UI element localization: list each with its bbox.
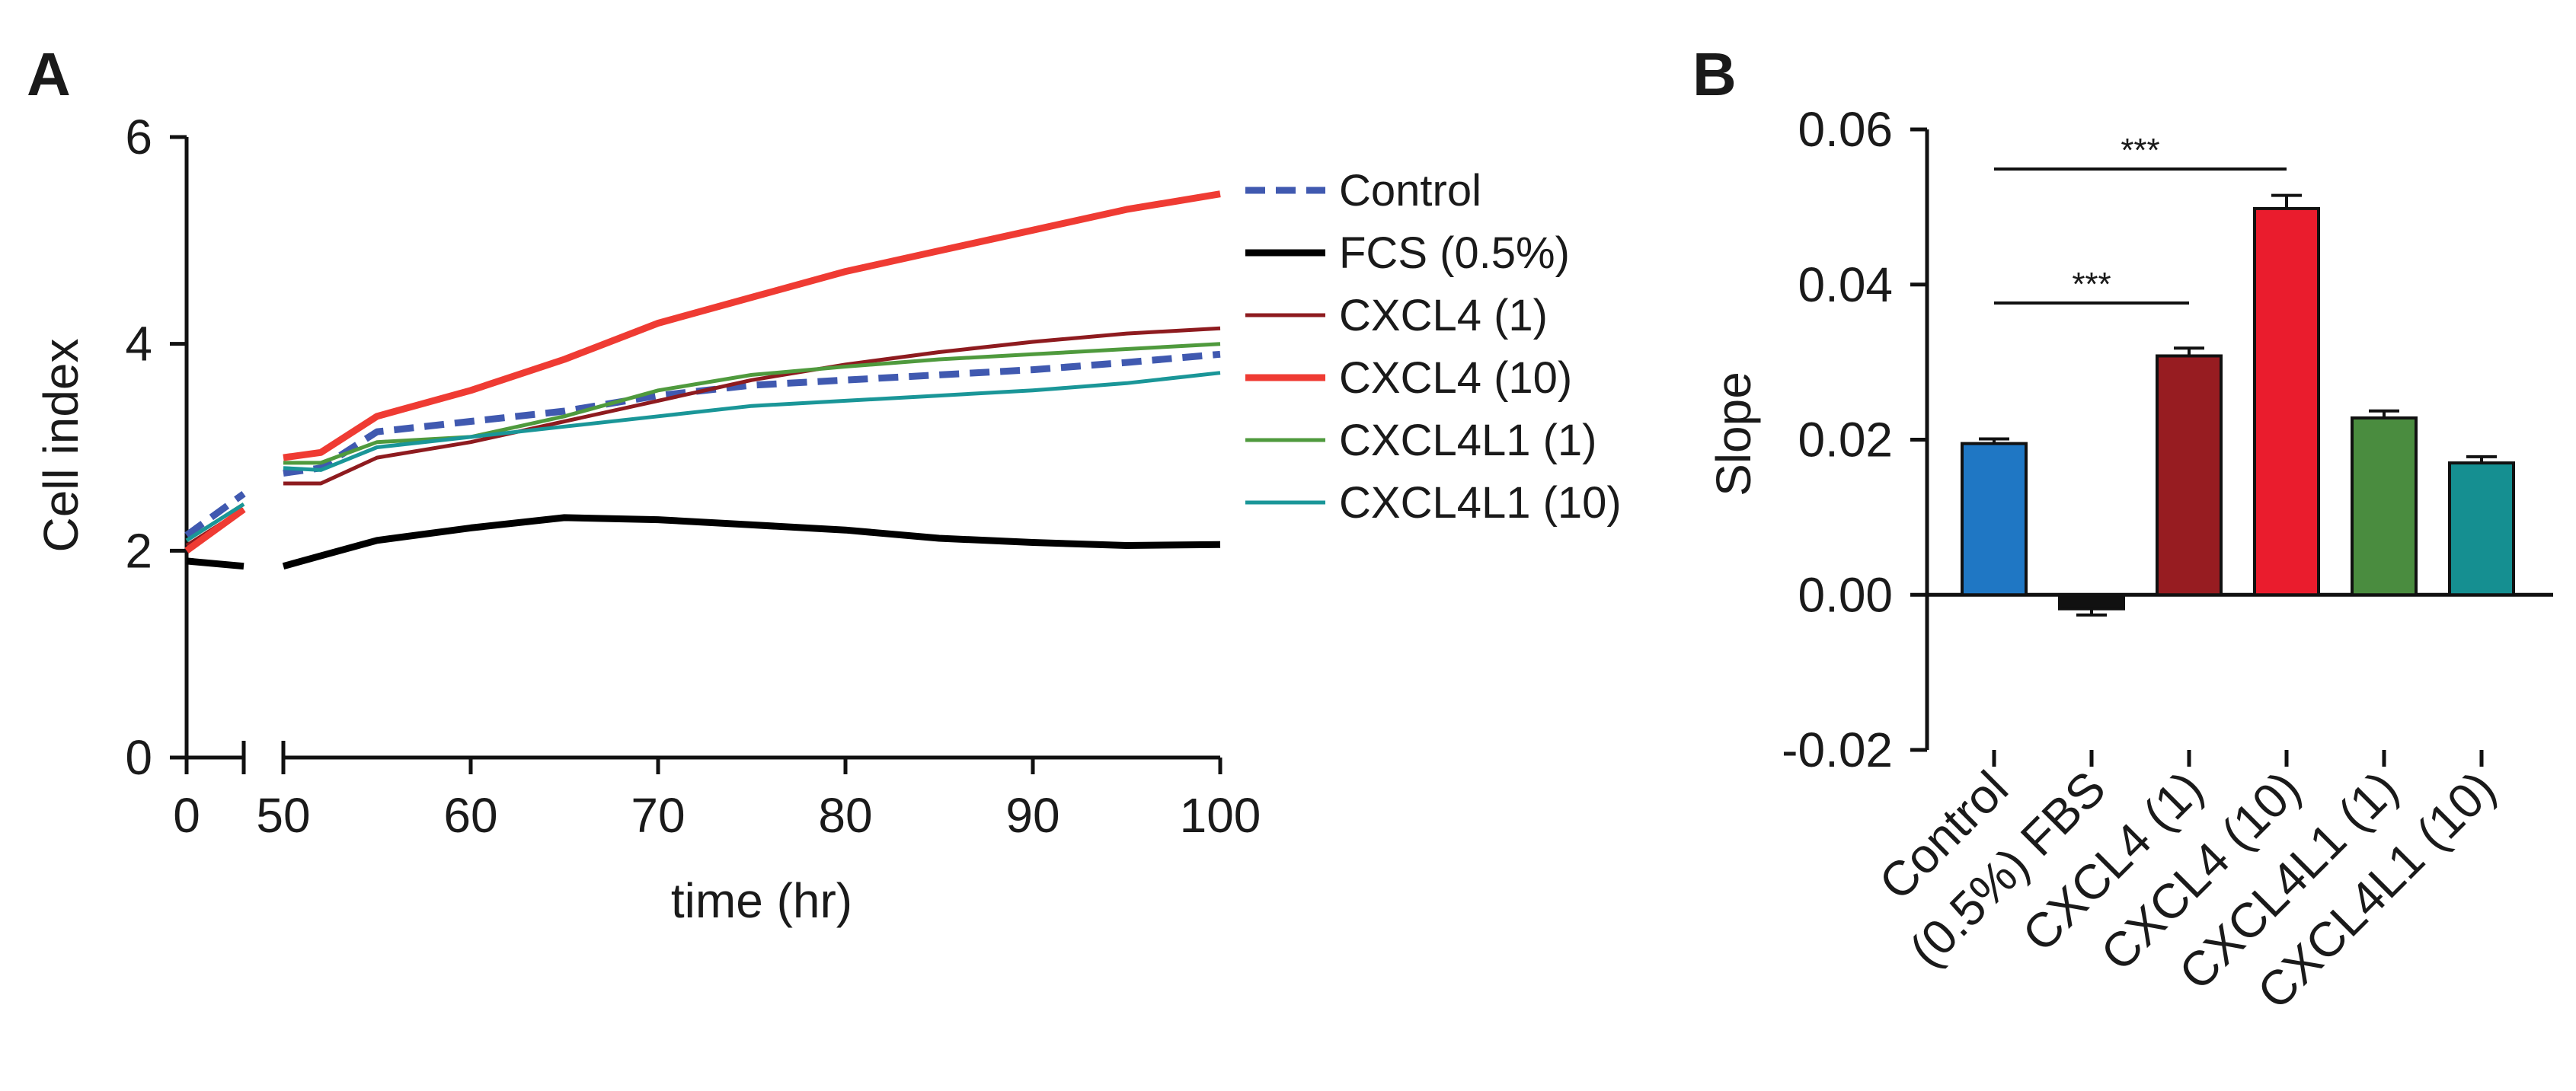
bar-chart-y-tick-label: -0.02 bbox=[1782, 723, 1893, 777]
legend-label: Control bbox=[1339, 166, 1481, 215]
bar-cxcl4l1-10 bbox=[2448, 461, 2515, 597]
legend-label: CXCL4L1 (1) bbox=[1339, 416, 1596, 465]
legend-label: FCS (0.5%) bbox=[1339, 228, 1570, 278]
bar-cxcl4-10 bbox=[2253, 206, 2320, 597]
series-line-control bbox=[184, 490, 246, 538]
bar-chart-panel: 0.06 0.04 0.02 0.00 -0.02 *** *** Control(0.5… bbox=[1706, 102, 2553, 1019]
line-chart-x-tick-label: 90 bbox=[1005, 788, 1059, 843]
line-chart-y-tick-label: 4 bbox=[125, 317, 152, 372]
series-line-cxcl4l1-10 bbox=[283, 371, 1221, 472]
line-chart-x-tick-label: 80 bbox=[818, 788, 872, 843]
series-line-control bbox=[283, 350, 1221, 477]
line-chart-x-axis-title: time (hr) bbox=[671, 873, 852, 928]
line-chart-x-tick-label: 70 bbox=[631, 788, 685, 843]
line-chart-x-tick-label: 60 bbox=[443, 788, 497, 843]
legend-label: CXCL4 (1) bbox=[1339, 291, 1548, 340]
line-chart-x-tick-label: 0 bbox=[173, 788, 200, 843]
bar-chart-y-tick-label: 0.02 bbox=[1798, 413, 1893, 467]
bar-0-5-fbs bbox=[2058, 593, 2125, 611]
bar-chart-y-tick-label: 0.00 bbox=[1798, 567, 1893, 622]
line-chart-y-axis-title: Cell index bbox=[34, 338, 88, 552]
series-line-cxcl4l1-10 bbox=[185, 502, 245, 542]
line-chart-y-tick-label: 2 bbox=[125, 523, 152, 578]
bar-chart-y-tick-label: 0.06 bbox=[1798, 102, 1893, 157]
panel-label-b: B bbox=[1692, 40, 1737, 108]
panel-label-a: A bbox=[27, 40, 71, 108]
line-chart-legend: Control FCS (0.5%) CXCL4 (1) CXCL4 (10) CXCL… bbox=[1245, 166, 1622, 528]
series-line-fcs-0-5 bbox=[282, 514, 1221, 570]
bar-chart-significance: *** *** bbox=[1994, 132, 2287, 305]
bar-cxcl4l1-1 bbox=[2351, 416, 2418, 597]
series-line-fcs-0-5 bbox=[186, 557, 244, 570]
series-line-cxcl4-10 bbox=[283, 190, 1221, 461]
line-chart-y-tick-label: 6 bbox=[125, 110, 152, 164]
legend-label: CXCL4L1 (10) bbox=[1339, 478, 1622, 528]
bar-cxcl4-1 bbox=[2156, 354, 2223, 597]
line-chart-series bbox=[184, 190, 1221, 570]
bar-chart-y-tick-label: 0.04 bbox=[1798, 257, 1893, 312]
line-chart-x-tick-label: 50 bbox=[256, 788, 310, 843]
significance-label: *** bbox=[2121, 132, 2159, 169]
series-line-cxcl4-10 bbox=[184, 506, 246, 553]
legend-label: CXCL4 (10) bbox=[1339, 353, 1572, 403]
series-line-cxcl4-1 bbox=[283, 326, 1221, 486]
bar-chart-bars bbox=[1961, 193, 2515, 617]
significance-label: *** bbox=[2072, 266, 2111, 303]
bar-chart-axes: 0.06 0.04 0.02 0.00 -0.02 bbox=[1782, 102, 2553, 777]
bar-chart-y-axis-title: Slope bbox=[1706, 372, 1761, 496]
line-chart-x-tick-label: 100 bbox=[1180, 788, 1261, 843]
bar-control bbox=[1961, 442, 2028, 597]
series-line-cxcl4l1-1 bbox=[283, 342, 1221, 465]
line-chart-y-tick-label: 0 bbox=[125, 730, 152, 785]
